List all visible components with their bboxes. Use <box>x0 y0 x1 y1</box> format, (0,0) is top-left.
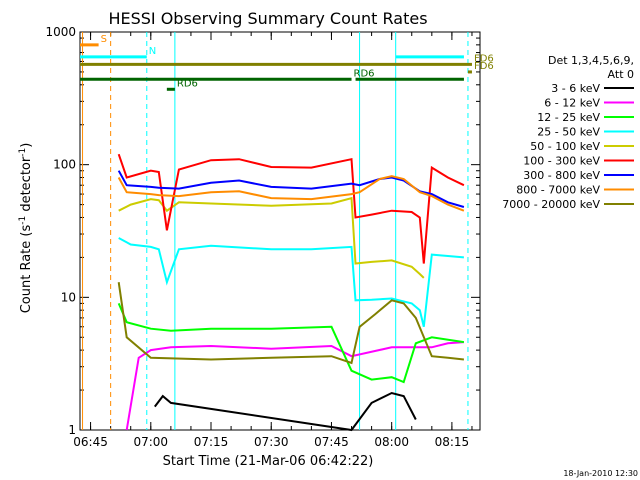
x-tick-label: 07:15 <box>194 435 229 449</box>
flag-label: FD6 <box>474 53 494 64</box>
legend-label: 25 - 50 keV <box>537 126 600 139</box>
series-line <box>117 282 465 365</box>
x-tick-label: 06:45 <box>73 435 108 449</box>
legend-label: 800 - 7000 keV <box>516 184 600 197</box>
series-line <box>117 153 465 264</box>
y-tick-label: 10 <box>61 290 76 304</box>
legend-label: 100 - 300 keV <box>523 155 600 168</box>
x-tick-label: 08:00 <box>374 435 409 449</box>
svg-text:Count Rate (s-1 detector-1): Count Rate (s-1 detector-1) <box>18 143 34 314</box>
series-line <box>154 391 417 432</box>
ylabel-sup-2: -1 <box>18 148 28 157</box>
ylabel-part-1: Count Rate (s <box>19 225 34 314</box>
footer-timestamp: 18-Jan-2010 12:30 <box>563 469 638 478</box>
x-tick-label: 08:15 <box>435 435 470 449</box>
x-tick-label: 07:30 <box>254 435 289 449</box>
ylabel-sup-1: -1 <box>18 216 28 225</box>
y-axis-label: Count Rate (s-1 detector-1) <box>18 143 34 314</box>
x-axis-label: Start Time (21-Mar-06 06:42:22) <box>163 454 374 469</box>
flag-label: FD6 <box>474 61 494 72</box>
legend-header-line-1: Det 1,3,4,5,6,9, <box>548 54 634 67</box>
x-tick-label: 07:45 <box>314 435 349 449</box>
flag-label: N <box>149 46 156 57</box>
series-line <box>117 170 465 208</box>
flag-label: S <box>101 34 107 45</box>
y-tick-label: 1000 <box>45 25 76 39</box>
ylabel-part-3: ) <box>19 143 34 148</box>
legend-label: 50 - 100 keV <box>530 140 600 153</box>
legend-label: 6 - 12 keV <box>544 97 600 110</box>
plot-frame <box>79 31 481 431</box>
x-tick-label: 07:00 <box>133 435 168 449</box>
series-line <box>118 237 464 328</box>
y-tick-label: 1 <box>68 423 76 437</box>
series-line <box>118 196 425 279</box>
y-tick-label: 100 <box>53 158 76 172</box>
legend-label: 12 - 25 keV <box>537 111 600 124</box>
series-line <box>125 341 464 431</box>
chart-title: HESSI Observing Summary Count Rates <box>108 9 427 28</box>
legend-header-line-2: Att 0 <box>608 68 634 81</box>
flag-label: RD6 <box>177 78 198 89</box>
series-line <box>117 175 465 212</box>
plot-area: 1 10 100 1000 06:45 07:00 07:15 07:30 07:45 08:00… <box>45 25 493 449</box>
series-line <box>117 303 465 384</box>
legend-label: 300 - 800 keV <box>523 169 600 182</box>
flag-label: RD6 <box>354 68 375 79</box>
legend-label: 3 - 6 keV <box>551 82 600 95</box>
legend-label: 7000 - 20000 keV <box>502 198 600 211</box>
ylabel-part-2: detector <box>19 156 34 216</box>
